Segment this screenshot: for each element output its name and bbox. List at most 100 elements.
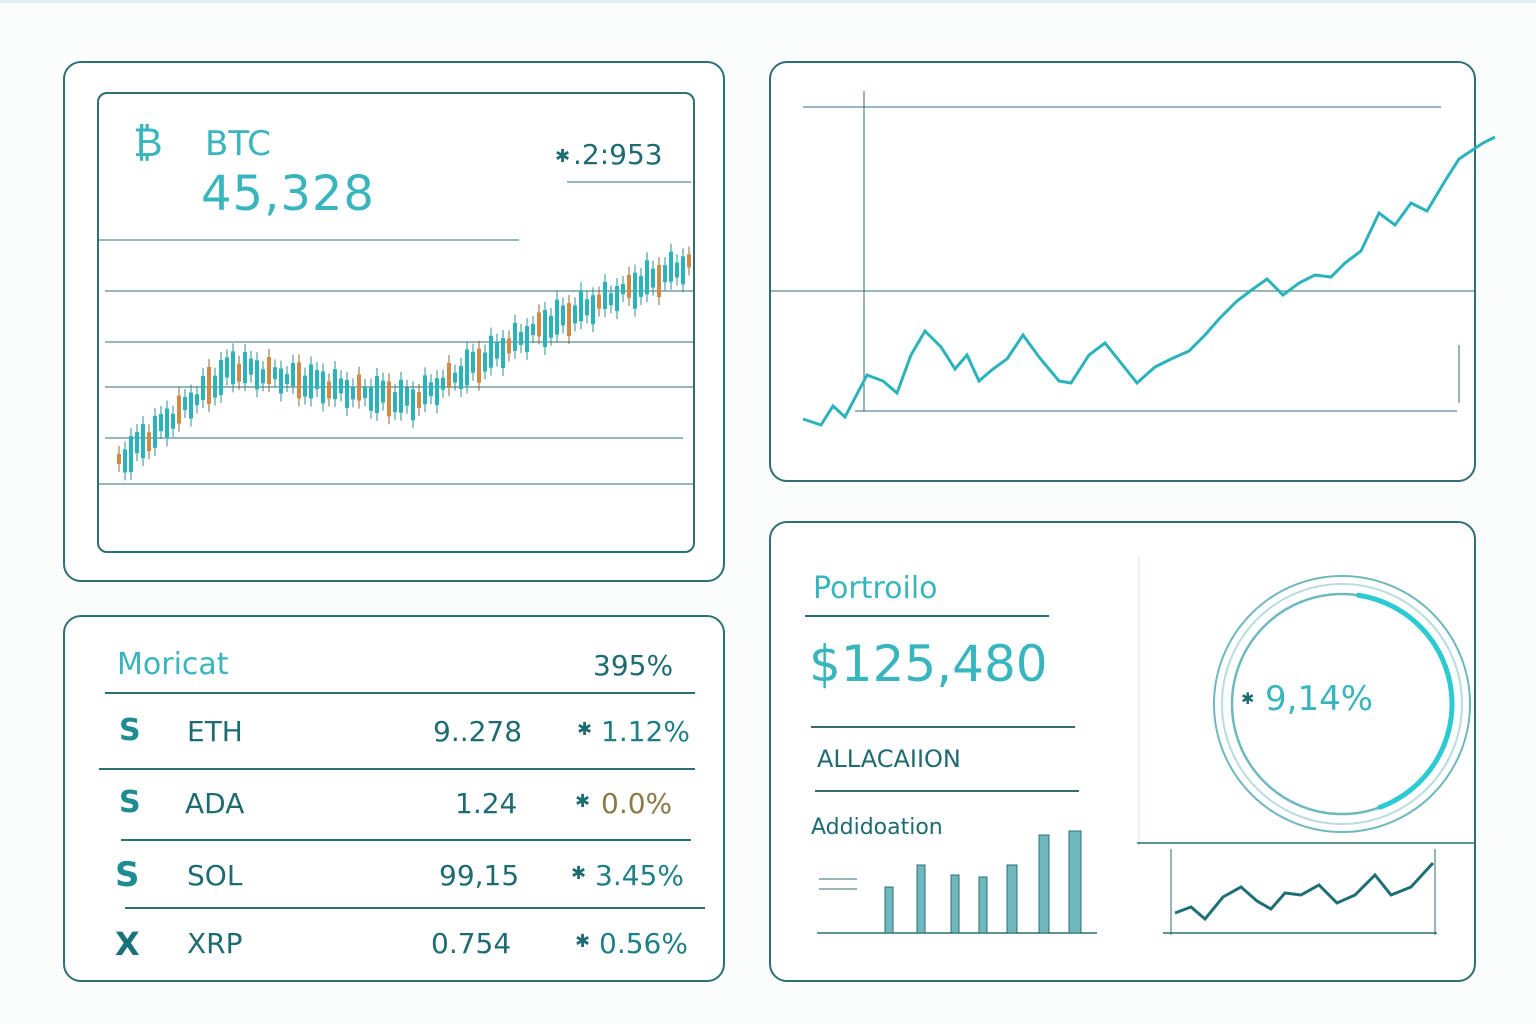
eth-coin-icon: S <box>119 713 141 748</box>
candle-body <box>123 449 127 473</box>
sol-coin-icon: S <box>115 855 140 895</box>
candle-body <box>357 374 361 401</box>
candle-body <box>675 262 679 278</box>
candle-body <box>153 415 157 448</box>
portfolio-title: Portroilo <box>813 571 938 606</box>
ada-change-icon: ✱ <box>575 791 591 812</box>
candle-body <box>543 310 547 348</box>
xrp-coin-icon: X <box>115 925 140 963</box>
eth-symbol: ETH <box>187 715 243 748</box>
allocation-bar <box>1006 864 1018 934</box>
xrp-symbol: XRP <box>187 927 243 960</box>
candle-body <box>669 251 673 282</box>
candle-body <box>555 299 559 335</box>
sol-change: 3.45% <box>595 859 684 892</box>
portfolio-panel: Portroilo $125,480 ALLACAIION Addidoatio… <box>769 521 1476 982</box>
candle-body <box>453 372 457 383</box>
candle-body <box>621 284 625 295</box>
candle-body <box>393 392 397 413</box>
candle-body <box>633 272 637 309</box>
ada-coin-icon: S <box>119 785 141 820</box>
candle-body <box>303 375 307 397</box>
candle-body <box>267 357 271 385</box>
btc-candlestick-chart <box>99 181 695 485</box>
candle-body <box>429 382 433 397</box>
candle-body <box>321 371 325 404</box>
btc-symbol: BTC <box>205 124 271 164</box>
candle-body <box>387 381 391 417</box>
gauge-progress-arc <box>1355 592 1455 810</box>
candle-body <box>537 312 541 337</box>
candle-body <box>225 357 229 378</box>
candle-body <box>333 369 337 400</box>
btc-change-icon: ✱ <box>555 146 571 167</box>
candle-body <box>609 293 613 306</box>
trend-line-chart <box>771 91 1496 427</box>
candle-body <box>327 381 331 399</box>
portfolio-value-divider <box>811 726 1075 728</box>
btc-icon: ₿ <box>133 120 163 166</box>
mini-trend-line <box>1174 861 1435 922</box>
market-row-eth[interactable]: S ETH 9..278 ✱ 1.12% <box>65 707 725 777</box>
candle-body <box>567 303 571 337</box>
candle-body <box>513 322 517 351</box>
btc-chart-panel: ₿ BTC 45,328 ✱ .2:953 <box>63 61 725 582</box>
candle-body <box>489 335 493 368</box>
market-panel: Moricat 395% S ETH 9..278 ✱ 1.12% S ADA … <box>63 615 725 982</box>
allocation-bar <box>978 876 988 934</box>
candle-body <box>525 326 529 353</box>
candle-body <box>639 275 643 297</box>
candle-body <box>255 360 259 390</box>
candle-body <box>213 375 217 398</box>
market-title: Moricat <box>117 647 229 682</box>
portfolio-value: $125,480 <box>809 635 1048 693</box>
candle-body <box>339 378 343 394</box>
candle-body <box>519 331 523 345</box>
candle-body <box>681 256 685 285</box>
candle-body <box>165 408 169 439</box>
candle-body <box>345 379 349 408</box>
candle-body <box>309 364 313 399</box>
candle-body <box>249 358 253 375</box>
ada-symbol: ADA <box>185 787 245 820</box>
market-row-ada[interactable]: S ADA 1.24 ✱ 0.0% <box>65 779 725 849</box>
candle-body <box>261 369 265 384</box>
candle-body <box>417 391 421 408</box>
candle-body <box>441 377 445 390</box>
candle-body <box>423 375 427 405</box>
candle-body <box>147 432 151 452</box>
market-row-xrp[interactable]: X XRP 0.754 ✱ 0.56% <box>65 917 725 987</box>
allocation-divider <box>815 790 1079 792</box>
candle-body <box>231 351 235 385</box>
candle-body <box>465 349 469 386</box>
candle-body <box>597 294 601 309</box>
gauge-mid-ring <box>1221 583 1463 825</box>
candle-body <box>171 413 175 429</box>
candle-body <box>507 338 511 354</box>
gauge-change-icon: ✱ <box>1241 689 1255 708</box>
ada-change: 0.0% <box>601 787 673 820</box>
btc-chart-frame: ₿ BTC 45,328 ✱ .2:953 <box>97 92 695 553</box>
candle-body <box>381 380 385 403</box>
candle-body <box>435 378 439 406</box>
candle-body <box>645 260 649 295</box>
market-row-sol[interactable]: S SOL 99,15 ✱ 3.45% <box>65 849 725 919</box>
candle-body <box>129 436 133 473</box>
candle-body <box>285 374 289 385</box>
addidoation-label: Addidoation <box>811 815 943 840</box>
candle-body <box>297 362 301 399</box>
allocation-bar <box>884 886 894 934</box>
allocation-bar <box>1068 830 1082 934</box>
candle-body <box>243 352 247 384</box>
candle-body <box>315 370 319 390</box>
candle-body <box>399 379 403 413</box>
candle-body <box>477 348 481 383</box>
top-divider <box>0 0 1536 3</box>
eth-price: 9..278 <box>433 715 523 748</box>
candle-body <box>573 305 577 324</box>
market-row-divider <box>125 907 705 909</box>
eth-change-icon: ✱ <box>577 719 593 740</box>
candle-body <box>615 286 619 312</box>
candle-body <box>195 394 199 406</box>
candle-body <box>351 386 355 400</box>
